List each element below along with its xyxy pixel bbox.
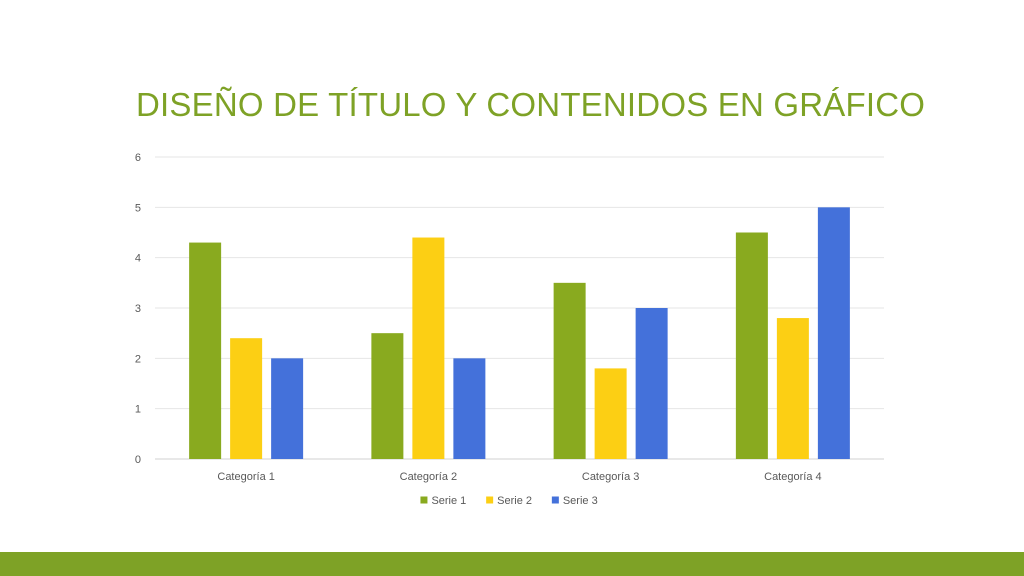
y-tick-label: 6 (135, 152, 141, 164)
bar-3-4 (817, 207, 850, 459)
y-tick-label: 4 (135, 253, 141, 265)
legend-swatch (551, 496, 559, 504)
legend-label: Serie 2 (497, 495, 532, 507)
y-tick-label: 0 (135, 454, 141, 466)
y-axis-ticks: 0 1 2 3 4 5 6 (135, 152, 141, 466)
bars (189, 207, 850, 459)
x-tick-label: Categoría 3 (582, 471, 639, 483)
legend-label: Serie 3 (563, 495, 598, 507)
bar-2-1 (230, 338, 263, 459)
bar-1-4 (735, 232, 768, 459)
bar-3-3 (635, 308, 668, 459)
bar-3-1 (271, 358, 304, 459)
gridlines (155, 156, 884, 460)
bar-1-1 (189, 242, 222, 459)
bar-2-2 (412, 237, 445, 459)
y-tick-label: 1 (135, 404, 141, 416)
y-tick-label: 5 (135, 202, 141, 214)
bar-2-4 (776, 318, 809, 459)
bar-1-2 (371, 333, 404, 459)
y-tick-label: 2 (135, 353, 141, 365)
legend-swatch (420, 496, 428, 504)
x-tick-label: Categoría 4 (764, 471, 821, 483)
x-tick-label: Categoría 2 (400, 471, 457, 483)
bar-3-2 (453, 358, 486, 459)
x-tick-label: Categoría 1 (217, 471, 274, 483)
legend-swatch (486, 496, 494, 504)
slide-title: DISEÑO DE TÍTULO Y CONTENIDOS EN GRÁFICO (136, 86, 926, 123)
x-axis-ticks: Categoría 1 Categoría 2 Categoría 3 Categor… (217, 471, 821, 483)
legend: Serie 1 Serie 2 Serie 3 (420, 495, 598, 507)
y-tick-label: 3 (135, 303, 141, 315)
legend-label: Serie 1 (431, 495, 466, 507)
bottom-accent-bar (0, 552, 1024, 576)
bar-1-3 (553, 282, 586, 459)
bar-2-3 (594, 368, 627, 459)
